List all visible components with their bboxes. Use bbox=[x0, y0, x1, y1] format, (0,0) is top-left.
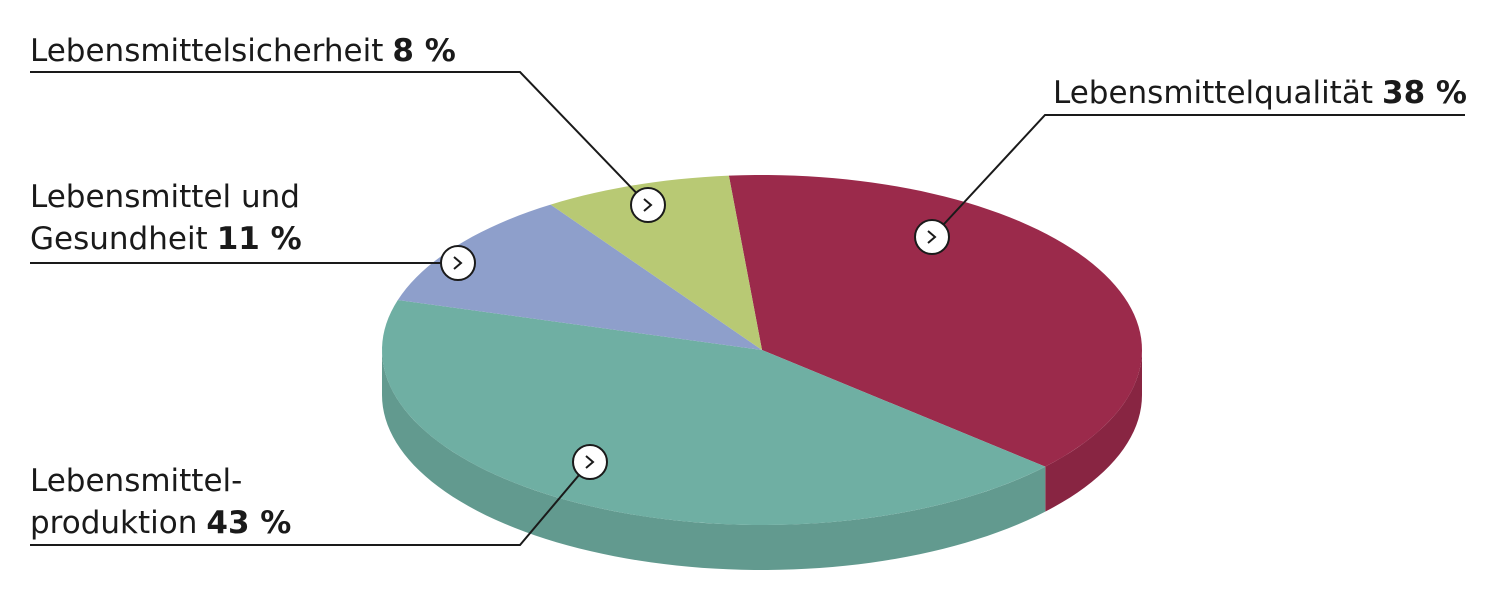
slice-label: Lebensmittel und Gesundheit 11 % bbox=[30, 176, 302, 260]
slice-label: Lebensmittelqualität 38 % bbox=[1053, 72, 1467, 114]
value-label: 11 % bbox=[216, 221, 302, 257]
pie-slice bbox=[397, 204, 762, 350]
slice-side bbox=[382, 350, 1046, 570]
slice-label: Lebensmittelsicherheit 8 % bbox=[30, 30, 456, 72]
value-label: 8 % bbox=[392, 33, 456, 69]
slice-side bbox=[1045, 350, 1142, 512]
callout-marker bbox=[914, 219, 950, 255]
pie-slice bbox=[728, 175, 1142, 467]
leader-line bbox=[30, 461, 591, 546]
callout-glyph bbox=[453, 256, 463, 270]
callout-glyph bbox=[585, 455, 595, 469]
category-name: Lebensmittelsicherheit bbox=[30, 33, 384, 69]
callout-glyph bbox=[927, 230, 937, 244]
leader-line bbox=[30, 71, 649, 206]
category-name: Lebensmittelqualität bbox=[1052, 75, 1373, 111]
category-name: Lebensmittel- produktion bbox=[30, 463, 243, 541]
slice-label: Lebensmittel- produktion 43 % bbox=[30, 460, 291, 544]
leader-line bbox=[931, 114, 1465, 238]
pie-slice bbox=[550, 175, 762, 350]
value-label: 43 % bbox=[206, 505, 292, 541]
callout-marker bbox=[630, 187, 666, 223]
callout-marker bbox=[572, 444, 608, 480]
callout-glyph bbox=[643, 198, 653, 212]
category-name: Lebensmittel und Gesundheit bbox=[30, 179, 300, 257]
callout-marker bbox=[440, 245, 476, 281]
value-label: 38 % bbox=[1382, 75, 1467, 111]
pie-slice bbox=[382, 300, 1046, 525]
